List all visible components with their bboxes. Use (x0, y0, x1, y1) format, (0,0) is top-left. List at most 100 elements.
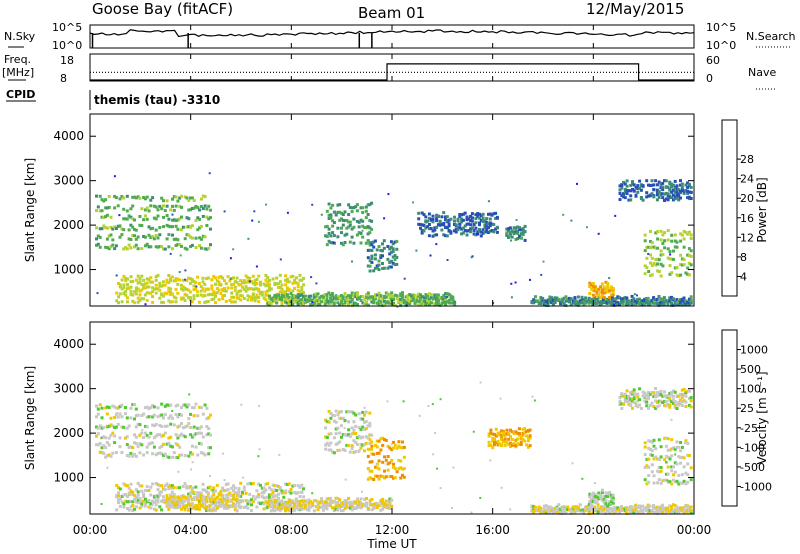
power-cell-267 (122, 274, 126, 278)
power-cell-1245 (431, 214, 435, 218)
power-cell-370 (172, 295, 176, 299)
power-cell-1725 (673, 301, 677, 305)
velocity-cell-1881 (668, 391, 672, 395)
power-cell-679 (278, 297, 282, 301)
velocity-cell-1596 (634, 508, 638, 512)
velocity-cell-857 (280, 501, 284, 505)
power-cell-1283 (447, 218, 451, 222)
velocity-cell-1696 (682, 508, 686, 512)
velocity-cell-1923 (689, 396, 693, 400)
velocity-cell-153 (162, 453, 165, 457)
power-cell-1127 (361, 224, 365, 228)
velocity-cell-726 (194, 506, 198, 510)
velocity-cell-1121 (334, 432, 338, 436)
velocity-cell-118 (147, 442, 151, 446)
power-cell-1454 (539, 302, 543, 306)
velocity-cell-1840 (652, 405, 656, 408)
power-cell-1148 (370, 227, 374, 231)
power-cell-1152 (366, 256, 370, 260)
velocity-cell-1624 (648, 504, 652, 508)
power-cell-1218 (419, 226, 422, 230)
power-cell-2048 (682, 245, 686, 249)
power-cell-180 (176, 199, 180, 203)
power-cell-1863 (641, 184, 645, 188)
power-cell-1307 (460, 220, 464, 224)
velocity-cell-1088 (388, 504, 392, 508)
power-cell-1363 (483, 230, 487, 234)
power-cell-1147 (370, 241, 374, 245)
velocity-cell-399 (178, 499, 182, 503)
velocity-cell-846 (277, 508, 280, 511)
power-cell-1229 (424, 219, 428, 223)
velocity-cell-1859 (659, 400, 663, 404)
velocity-cell-282 (126, 500, 129, 504)
velocity-cell-1297 (491, 436, 495, 440)
velocity-cell-128 (151, 415, 155, 419)
velocity-cell-1237 (379, 474, 383, 478)
power-cell-1246 (433, 233, 437, 237)
power-cell-792 (336, 301, 340, 305)
velocity-cell-1173 (357, 449, 361, 453)
velocity-cell-1936 (647, 446, 651, 450)
power-cell-93 (138, 223, 142, 227)
velocity-cell-1661 (666, 506, 670, 510)
power-cell-1548 (585, 300, 589, 304)
velocity-cell-1094 (390, 504, 394, 508)
velocity-cell-751 (205, 499, 208, 503)
velocity-cell-2024 (686, 453, 690, 457)
velocity-cell-1515 (593, 507, 597, 511)
velocity-cell-199 (180, 422, 183, 425)
velocity-cell-1142 (343, 433, 347, 437)
power-cell-2044 (680, 257, 684, 261)
velocity-cell-65 (120, 403, 124, 407)
power-cell-138 (158, 204, 162, 208)
power-cell-1478 (550, 296, 554, 300)
power-cell-333 (154, 283, 158, 287)
velocity-cell-378 (167, 487, 171, 491)
velocity-cell-700 (181, 502, 185, 506)
power-cell-289 (134, 292, 138, 296)
velocity-cell-1938 (649, 453, 652, 457)
power-cell-1860 (639, 184, 643, 188)
velocity-cell-1423 (550, 509, 554, 513)
velocity-cell-1192 (364, 441, 368, 445)
power-cell-284 (131, 299, 135, 303)
power-cell-995 (429, 293, 433, 297)
velocity-cell-1133 (338, 410, 342, 414)
power-cell-509 (239, 283, 243, 287)
velocity-cell-777 (217, 493, 221, 497)
power-cell-302 (138, 277, 142, 281)
velocity-cell-1926 (643, 453, 647, 457)
velocity-cell-1252 (386, 462, 390, 466)
power-cell-105 (143, 208, 147, 212)
velocity-cell-1151 (347, 410, 351, 413)
power-cell-1778 (595, 287, 599, 291)
velocity-cell-1441 (557, 509, 561, 513)
velocity-cell-1402 (537, 505, 541, 509)
power-cell-25 (105, 246, 109, 250)
power-cell-1952 (684, 183, 688, 187)
velocity-cell-1447 (559, 509, 563, 513)
power-cell-1116 (355, 219, 359, 223)
power-cell-615 (284, 283, 288, 287)
power-cell-1240 (429, 218, 433, 221)
velocity-cell-558 (257, 495, 261, 499)
velocity-cell-784 (221, 499, 225, 503)
velocity-cell-2002 (675, 440, 679, 444)
power-cell-460 (217, 283, 221, 287)
power-cell-337 (156, 273, 160, 277)
velocity-cell-1316 (500, 444, 504, 447)
power-speckle-43 (415, 249, 418, 252)
velocity-speckle-32 (212, 491, 215, 493)
power-cell-1132 (364, 241, 368, 245)
power-cell-1784 (599, 285, 603, 289)
velocity-cell-806 (232, 497, 235, 501)
velocity-cell-503 (228, 491, 232, 495)
velocity-cell-1814 (636, 399, 640, 403)
velocity-cell-689 (176, 500, 180, 504)
power-cell-932 (404, 300, 408, 304)
velocity-cell-1212 (368, 476, 372, 480)
power-cell-438 (206, 276, 210, 280)
power-cell-1616 (618, 303, 622, 307)
velocity-cell-1831 (647, 406, 650, 410)
